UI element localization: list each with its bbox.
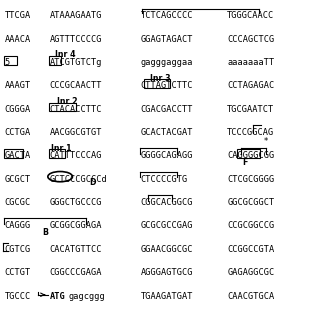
Text: Inr 4: Inr 4: [55, 50, 76, 59]
Text: Inr 1: Inr 1: [51, 144, 72, 153]
Text: AAACA: AAACA: [5, 35, 31, 44]
Text: Inr 2: Inr 2: [57, 97, 77, 106]
Text: GCACTACGAT: GCACTACGAT: [141, 128, 193, 137]
Text: CTACACCTTC: CTACACCTTC: [50, 105, 102, 114]
Text: GGAACGGCGC: GGAACGGCGC: [141, 245, 193, 254]
Text: aaaaaaaTT: aaaaaaaTT: [227, 58, 275, 67]
Text: CAACGTGCA: CAACGTGCA: [227, 292, 275, 300]
Text: GCTCCCGCCCd: GCTCCCGCCCd: [50, 175, 107, 184]
Text: GCGGCGGAGA: GCGGCGGAGA: [50, 221, 102, 230]
Text: B: B: [42, 228, 48, 237]
Text: GGGCTGCCCG: GGGCTGCCCG: [50, 198, 102, 207]
Text: CGGCACGGCG: CGGCACGGCG: [141, 198, 193, 207]
Text: CTCGCGGGG: CTCGCGGGG: [227, 175, 275, 184]
Text: CCGCGGCCG: CCGCGGCCG: [227, 221, 275, 230]
Text: TGAAGATGAT: TGAAGATGAT: [141, 292, 193, 300]
Text: GCGCT: GCGCT: [5, 175, 31, 184]
Text: CACATGTTCC: CACATGTTCC: [50, 245, 102, 254]
Text: AGGGAGTGCG: AGGGAGTGCG: [141, 268, 193, 277]
Text: GGAGTAGACT: GGAGTAGACT: [141, 35, 193, 44]
Text: CCTGA: CCTGA: [5, 128, 31, 137]
Text: 5: 5: [5, 58, 10, 67]
Text: GAGAGGCGC: GAGAGGCGC: [227, 268, 275, 277]
Text: ATG: ATG: [50, 292, 65, 300]
Text: CCGGCCGTA: CCGGCCGTA: [227, 245, 275, 254]
Text: GCGCGCCGAG: GCGCGCCGAG: [141, 221, 193, 230]
Text: CGGGA: CGGGA: [5, 105, 31, 114]
Text: CGACGACCTT: CGACGACCTT: [141, 105, 193, 114]
Text: AAAGT: AAAGT: [5, 81, 31, 90]
Text: CATTTCCCAG: CATTTCCCAG: [50, 151, 102, 160]
Text: Inr 3: Inr 3: [150, 74, 171, 83]
Text: gagcggg: gagcggg: [68, 292, 105, 300]
Text: ATAAAGAATG: ATAAAGAATG: [50, 11, 102, 20]
Text: CGCGC: CGCGC: [5, 198, 31, 207]
Text: CCCAGCTCG: CCCAGCTCG: [227, 35, 275, 44]
Text: ATCGTGTCTg: ATCGTGTCTg: [50, 58, 102, 67]
Text: CTCCCCGTG: CTCCCCGTG: [141, 175, 188, 184]
Text: CCTAGAGAC: CCTAGAGAC: [227, 81, 275, 90]
Text: CCCGCAACTT: CCCGCAACTT: [50, 81, 102, 90]
Text: CGTCG: CGTCG: [5, 245, 31, 254]
Text: AGTTTCCCCG: AGTTTCCCCG: [50, 35, 102, 44]
Text: GGCGCGGCT: GGCGCGGCT: [227, 198, 275, 207]
Text: gagggaggaa: gagggaggaa: [141, 58, 193, 67]
Text: TCTCAGCCCC: TCTCAGCCCC: [141, 11, 193, 20]
Text: TTCGA: TTCGA: [5, 11, 31, 20]
Text: TGGGCAACC: TGGGCAACC: [227, 11, 275, 20]
Text: D: D: [89, 178, 95, 187]
Text: TGCGAATCT: TGCGAATCT: [227, 105, 275, 114]
Text: TCCCGGCAG: TCCCGGCAG: [227, 128, 275, 137]
Text: GACTA: GACTA: [5, 151, 31, 160]
Text: CTTAGTCTTC: CTTAGTCTTC: [141, 81, 193, 90]
Text: CAGGG: CAGGG: [5, 221, 31, 230]
Text: *: *: [264, 137, 268, 146]
Text: CCTGT: CCTGT: [5, 268, 31, 277]
Text: F: F: [242, 158, 247, 167]
Text: GGGGCAGAGG: GGGGCAGAGG: [141, 151, 193, 160]
Text: AACGGCGTGT: AACGGCGTGT: [50, 128, 102, 137]
Text: TGCCC: TGCCC: [5, 292, 31, 300]
Text: CGGCCCGAGA: CGGCCCGAGA: [50, 268, 102, 277]
Text: CAGGGGCGG: CAGGGGCGG: [227, 151, 275, 160]
